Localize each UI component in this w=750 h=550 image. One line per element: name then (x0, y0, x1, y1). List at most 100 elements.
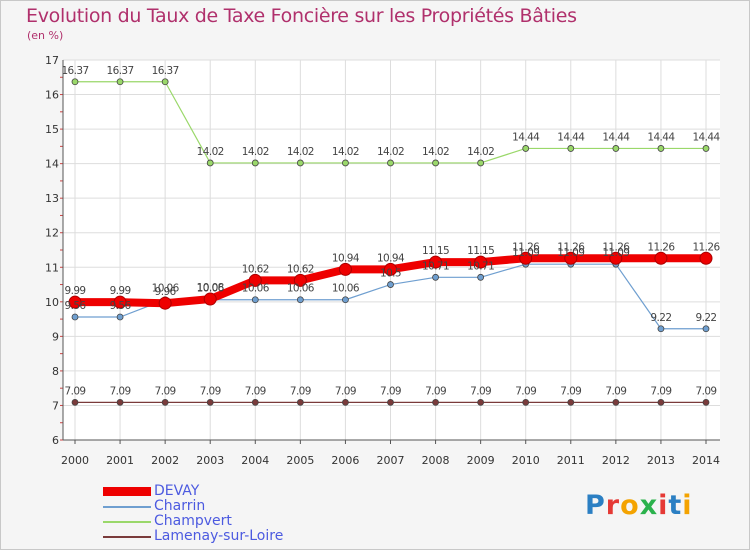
x-tick-label: 2000 (61, 454, 89, 467)
data-point (116, 78, 124, 86)
data-label: 14.02 (287, 146, 314, 158)
legend: DEVAY Charrin Champvert Lamenay-sur-Loir… (103, 484, 283, 544)
data-point (657, 325, 665, 333)
y-tick-label: 11 (45, 261, 59, 274)
data-label: 14.02 (242, 146, 269, 158)
data-label: 10.08 (197, 282, 224, 294)
y-tick-label: 9 (52, 330, 59, 343)
x-tick-label: 2005 (286, 454, 314, 467)
x-tick-label: 2008 (422, 454, 450, 467)
data-point (477, 398, 485, 406)
data-point (251, 296, 259, 304)
data-label: 10.94 (377, 252, 405, 264)
data-label: 7.09 (560, 385, 581, 397)
data-point (338, 262, 352, 276)
legend-item-devay: DEVAY (103, 484, 283, 499)
legend-label-lamenay: Lamenay-sur-Loire (154, 528, 284, 544)
data-point (248, 273, 262, 287)
data-label: 7.09 (335, 385, 356, 397)
data-label: 10.5 (380, 268, 401, 280)
x-tick-label: 2003 (196, 454, 224, 467)
data-label: 14.44 (512, 131, 540, 143)
x-tick-label: 2006 (331, 454, 359, 467)
x-tick-label: 2012 (602, 454, 630, 467)
data-point (474, 255, 488, 269)
data-label: 14.02 (467, 146, 494, 158)
data-point (251, 159, 259, 167)
logo-letter: t (668, 490, 683, 521)
x-tick-label: 2002 (151, 454, 179, 467)
data-point (702, 398, 710, 406)
data-label: 10.62 (242, 263, 269, 275)
data-point (158, 296, 172, 310)
legend-label-devay: DEVAY (154, 483, 200, 499)
data-label: 7.09 (245, 385, 266, 397)
x-tick-label: 2013 (647, 454, 675, 467)
data-label: 10.06 (197, 283, 225, 295)
data-point (113, 295, 127, 309)
data-label: 11.26 (647, 241, 675, 253)
data-point (342, 296, 349, 304)
data-point (116, 398, 124, 406)
legend-swatch-lamenay (103, 535, 151, 538)
data-point (702, 325, 710, 333)
chart-title: Evolution du Taux de Taxe Foncière sur l… (26, 5, 577, 27)
data-label: 9.22 (696, 312, 717, 324)
x-tick-label: 2010 (512, 454, 540, 467)
y-tick-label: 6 (52, 434, 59, 447)
data-point (387, 398, 394, 406)
data-point (522, 145, 530, 152)
data-label: 10.06 (152, 283, 180, 295)
data-point (68, 295, 82, 309)
x-tick-label: 2009 (467, 454, 495, 467)
data-label: 7.09 (515, 385, 536, 397)
data-point (564, 251, 578, 265)
y-tick-label: 17 (45, 54, 59, 67)
data-label: 7.09 (470, 385, 491, 397)
data-label: 11.09 (602, 247, 629, 259)
data-point (384, 262, 397, 276)
data-point (251, 398, 259, 406)
data-label: 7.09 (425, 385, 446, 397)
x-tick-label: 2001 (106, 454, 134, 467)
data-label: 14.44 (647, 131, 675, 143)
data-label: 11.15 (467, 245, 494, 257)
data-point (612, 398, 620, 406)
y-tick-label: 14 (45, 158, 59, 171)
y-tick-label: 10 (45, 296, 59, 309)
data-label: 14.44 (557, 131, 585, 143)
data-point (567, 145, 575, 152)
legend-item-charrin: Charrin (103, 499, 283, 514)
data-point (699, 251, 713, 265)
y-tick-label: 13 (45, 192, 59, 205)
data-point (657, 145, 665, 152)
data-point (71, 398, 79, 406)
data-label: 10.94 (332, 252, 360, 264)
plot-area (63, 60, 720, 440)
data-label: 10.06 (332, 283, 360, 295)
data-point (71, 78, 79, 86)
data-label: 14.02 (377, 146, 404, 158)
chart-subtitle: (en %) (27, 29, 64, 42)
data-point (342, 398, 349, 406)
data-label: 9.96 (155, 286, 177, 298)
data-point (342, 159, 349, 167)
data-label: 9.56 (65, 300, 87, 312)
data-label: 14.44 (692, 131, 720, 143)
proxiti-logo: Proxiti (585, 490, 693, 521)
data-point (161, 398, 169, 406)
data-point (432, 398, 439, 406)
data-point (657, 398, 665, 406)
x-tick-label: 2007 (377, 454, 405, 467)
data-point (429, 255, 443, 269)
legend-swatch-charrin (103, 505, 151, 508)
data-label: 9.99 (110, 285, 131, 297)
data-point (296, 296, 304, 304)
data-label: 7.09 (650, 385, 671, 397)
data-point (206, 159, 214, 167)
y-tick-label: 7 (52, 399, 59, 412)
y-tick-label: 8 (52, 365, 59, 378)
legend-item-champvert: Champvert (103, 514, 283, 529)
data-label: 16.37 (152, 65, 179, 77)
data-label: 16.37 (61, 65, 88, 77)
